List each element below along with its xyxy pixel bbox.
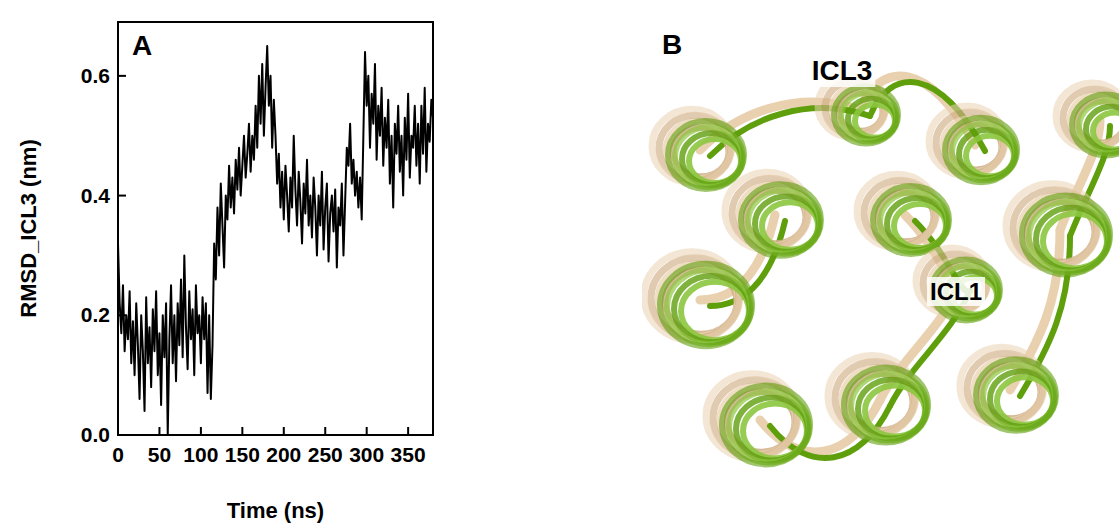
helix [1022, 196, 1110, 275]
helix [722, 386, 810, 465]
x-tick [241, 427, 243, 435]
helix [834, 86, 898, 143]
x-tick [117, 427, 119, 435]
helix [668, 121, 744, 189]
helix [873, 186, 949, 254]
y-tick-label: 0.2 [81, 303, 110, 326]
x-tick-label: 100 [183, 443, 218, 466]
x-tick [366, 427, 368, 435]
x-axis-title: Time (ns) [227, 498, 324, 523]
x-tick [158, 427, 160, 435]
label-ground [927, 277, 985, 306]
x-tick-label: 0 [112, 443, 124, 466]
plot-area [118, 46, 433, 435]
label-ground [809, 54, 876, 87]
x-tick [407, 427, 409, 435]
helix [660, 264, 752, 346]
x-tick-label: 350 [391, 443, 426, 466]
y-tick [118, 195, 126, 197]
figure: 0 50 100 150 200 250 300 350 0.0 0.2 0.4 0.6 Time (n… [0, 0, 1119, 531]
y-tick-label: 0.6 [81, 64, 110, 87]
x-tick-label: 250 [308, 443, 343, 466]
panel-letter: A [132, 30, 152, 61]
y-tick-label: 0.4 [81, 184, 111, 207]
panel-letter: B [662, 29, 682, 60]
plot-frame [118, 22, 433, 435]
helix [976, 359, 1056, 431]
structure-view [644, 75, 1119, 465]
y-tick [118, 75, 126, 77]
structure-label: ICL3 [812, 55, 873, 86]
x-tick-label: 50 [148, 443, 171, 466]
x-tick-label: 200 [266, 443, 301, 466]
helix [1072, 95, 1119, 156]
x-tick [324, 427, 326, 435]
x-tick-label: 150 [225, 443, 260, 466]
label-ground [659, 28, 685, 61]
y-axis-title: RMSD_ICL3 (nm) [16, 139, 41, 317]
helix [916, 248, 988, 314]
x-tick-label: 300 [349, 443, 384, 466]
structure-label: ICL1 [930, 278, 982, 305]
helix [945, 118, 1017, 182]
x-tick [200, 427, 202, 435]
x-tick [283, 427, 285, 435]
y-tick-label: 0.0 [81, 423, 110, 446]
helix [741, 184, 821, 256]
y-tick [118, 434, 126, 436]
rmsd-line [118, 46, 433, 435]
helix [844, 367, 928, 442]
y-tick [118, 314, 126, 316]
